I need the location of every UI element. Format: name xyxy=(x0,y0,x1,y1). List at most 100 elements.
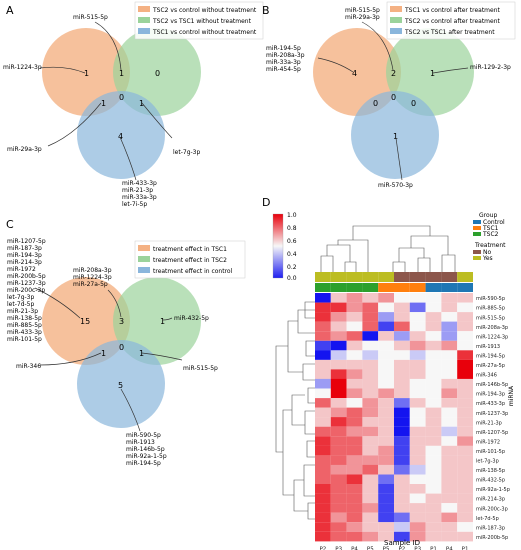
venn-a-annot-bottom-left: miR-29a-3p xyxy=(7,146,42,153)
heatmap-cell xyxy=(346,426,363,437)
venn-c-count-two-three: 1 xyxy=(139,349,144,358)
heatmap-cell xyxy=(394,398,410,408)
heatmap-cell xyxy=(409,321,426,332)
heatmap-col-label: P1 xyxy=(462,546,469,550)
venn-a-annot-bottom-2: miR-33a-3p xyxy=(122,194,157,201)
heatmap-cell xyxy=(362,484,379,494)
heatmap-col-labels: P2 P3 P4 P5 P5 P2 P3 P1 P4 P1 xyxy=(319,546,468,550)
heatmap-row-label: miR-208a-3p xyxy=(476,325,508,331)
heatmap-cell xyxy=(315,445,331,456)
heatmap-cell xyxy=(346,321,363,332)
heatmap-cell xyxy=(378,484,394,494)
venn-c-annot-bottom-4: miR-194-5p xyxy=(126,460,161,467)
venn-b-annot-bottom: miR-570-3p xyxy=(378,182,413,189)
heatmap-cell xyxy=(330,531,347,542)
heatmap-cell xyxy=(378,407,394,418)
heatmap-cell xyxy=(362,388,379,399)
heatmap-cell xyxy=(362,359,379,370)
heatmap-cell xyxy=(346,350,363,360)
heatmap-cell xyxy=(441,312,458,322)
venn-c-left-item: miR-1237-3p xyxy=(7,280,46,287)
panel-c-label: C xyxy=(6,218,14,231)
heatmap-cell xyxy=(362,474,379,485)
heatmap-cell xyxy=(315,522,331,532)
heatmap-cell xyxy=(425,493,442,504)
heatmap-cell xyxy=(425,398,442,408)
venn-b-annot-left-1: miR-208a-3p xyxy=(266,52,305,59)
heatmap-cell xyxy=(441,331,458,341)
group-annotation-cell xyxy=(394,272,410,282)
heatmap-row-labels: miR-590-5p miR-885-5p miR-515-5p miR-208a-3… xyxy=(476,296,510,541)
heatmap-cell xyxy=(315,340,331,351)
heatmap-cell xyxy=(394,531,410,542)
heatmap-cell xyxy=(330,464,347,475)
heatmap-cell xyxy=(315,503,331,513)
heatmap-cell xyxy=(441,321,458,332)
legend-b-label-3: TSC2 vs TSC1 after treatment xyxy=(404,29,495,36)
venn-a-count-one-three: 1 xyxy=(101,99,106,108)
heatmap-cell xyxy=(330,445,347,456)
heatmap-cell xyxy=(457,398,473,408)
panel-a: A TSC2 vs control without treatment TSC2… xyxy=(3,1,264,208)
group-annotation-cell xyxy=(315,272,331,282)
panel-a-label: A xyxy=(6,4,14,17)
heatmap-cell xyxy=(457,484,473,494)
heatmap-cell xyxy=(441,474,458,485)
heatmap-cell xyxy=(409,503,426,513)
heatmap-cell xyxy=(425,426,442,437)
venn-c-count-only3: 5 xyxy=(118,381,123,390)
treatment-annotation-bar xyxy=(315,283,473,292)
heatmap-cell xyxy=(330,302,347,313)
heatmap-cell xyxy=(441,426,458,437)
heatmap-cell xyxy=(441,436,458,446)
heatmap-cell xyxy=(409,455,426,465)
heatmap-cell xyxy=(409,340,426,351)
group-annotation-bar xyxy=(315,272,473,282)
group-annotation-cell xyxy=(441,272,458,282)
heatmap-cell xyxy=(330,503,347,513)
group-annotation-cell xyxy=(362,272,379,282)
legend-swatch-tsc2 xyxy=(473,232,481,236)
heatmap-cell xyxy=(409,522,426,532)
heatmap-cell xyxy=(378,512,394,523)
legend-swatch-tsc1 xyxy=(473,226,481,230)
heatmap-cell xyxy=(441,417,458,427)
heatmap-cell xyxy=(457,293,473,303)
heatmap-cell xyxy=(330,359,347,370)
heatmap-cell xyxy=(378,426,394,437)
heatmap-cell xyxy=(346,493,363,504)
heatmap-cell xyxy=(315,350,331,360)
colorbar-tick: 1.0 xyxy=(287,212,297,219)
heatmap-cell xyxy=(457,302,473,313)
heatmap-col-label: P5 xyxy=(367,546,374,550)
treatment-annotation-cell xyxy=(330,283,347,292)
treatment-annotation-cell xyxy=(441,283,458,292)
heatmap-cell xyxy=(346,503,363,513)
venn-a-count-only2: 0 xyxy=(155,69,160,78)
heatmap-cell xyxy=(425,407,442,418)
venn-b-legend: TSC1 vs control after treatment TSC2 vs … xyxy=(386,1,516,40)
heatmap-cell xyxy=(457,369,473,379)
heatmap-cell xyxy=(409,512,426,523)
heatmap-cell xyxy=(362,350,379,360)
panel-c: C treatment effect in TSC1 treatment eff… xyxy=(6,218,246,467)
heatmap-cell xyxy=(441,493,458,504)
heatmap-cell xyxy=(441,445,458,456)
heatmap-cell xyxy=(315,455,331,465)
heatmap-cell xyxy=(346,388,363,399)
heatmap-cell xyxy=(346,398,363,408)
heatmap-cell xyxy=(362,312,379,322)
legend-group-tsc1: TSC1 xyxy=(482,225,499,232)
venn-c-left-item: miR-1207-5p xyxy=(7,238,46,245)
heatmap-cell xyxy=(362,369,379,379)
heatmap-cell xyxy=(330,398,347,408)
venn-a-annot-bottom-3: let-7i-5p xyxy=(122,201,147,208)
heatmap-cell xyxy=(441,464,458,475)
heatmap-cell xyxy=(346,417,363,427)
legend-b-swatch-3 xyxy=(390,28,402,34)
heatmap-cell xyxy=(441,531,458,542)
heatmap-cell xyxy=(362,302,379,313)
treatment-annotation-cell xyxy=(362,283,379,292)
heatmap-cell xyxy=(315,359,331,370)
heatmap-cell xyxy=(394,331,410,341)
